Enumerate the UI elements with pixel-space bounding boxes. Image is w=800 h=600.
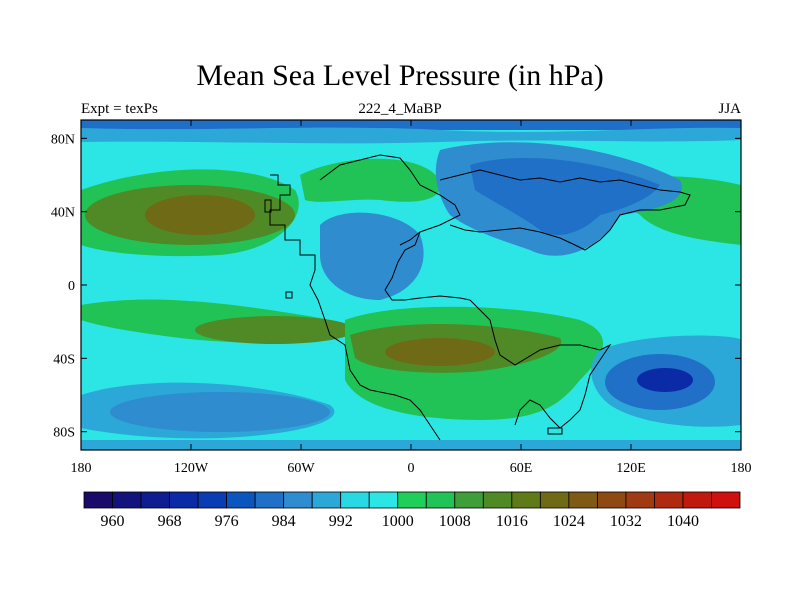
colorbar-swatch [454, 491, 484, 509]
south-indian-high-core [385, 338, 495, 366]
colorbar-swatch [112, 491, 142, 509]
colorbar-swatch [654, 491, 684, 509]
colorbar-swatch [283, 491, 313, 509]
africa-australia-coastline [469, 299, 612, 429]
x-tick-label: 180 [71, 461, 92, 476]
y-tick-label: 80S [53, 426, 75, 441]
plot-title: Mean Sea Level Pressure (in hPa) [196, 59, 604, 92]
colorbar-label: 1016 [496, 513, 528, 530]
colorbar-label: 992 [329, 513, 353, 530]
colorbar-label: 1040 [667, 513, 699, 530]
colorbar-swatch [511, 491, 541, 509]
x-tick-label: 180 [731, 461, 752, 476]
colorbar-swatch [340, 491, 370, 509]
colorbar-label: 1000 [382, 513, 414, 530]
y-tick-label: 40S [53, 352, 75, 367]
island-outline [285, 291, 293, 299]
island-outline [547, 427, 563, 435]
season-label: JJA [718, 101, 741, 117]
x-tick-label: 60W [287, 461, 315, 476]
north-subpolar-band [81, 127, 741, 144]
colorbar: 960 968 976 984 992 1000 1008 1016 1024 1032 1040 [83, 491, 741, 530]
south-pacific-subpolar-low [110, 392, 330, 432]
colorbar-swatch [83, 491, 113, 509]
colorbar-swatch [368, 491, 399, 509]
pressure-field [81, 120, 741, 450]
colorbar-swatch [711, 491, 741, 509]
colorbar-label: 960 [101, 513, 125, 530]
island-outline [264, 199, 272, 213]
colorbar-swatch [625, 491, 655, 509]
colorbar-label: 968 [158, 513, 182, 530]
experiment-label: Expt = texPs [81, 101, 158, 117]
x-tick-label: 60E [510, 461, 533, 476]
y-tick-label: 0 [68, 279, 75, 294]
north-atlantic-high [300, 158, 441, 202]
colorbar-swatch [311, 491, 342, 509]
colorbar-label: 1032 [610, 513, 642, 530]
y-tick-label: 80N [51, 132, 75, 147]
asian-low-core [470, 157, 660, 235]
colorbar-swatch [596, 491, 627, 509]
colorbar-label: 1008 [439, 513, 471, 530]
x-tick-label: 120W [174, 461, 209, 476]
colorbar-label: 1024 [553, 513, 585, 530]
colorbar-swatch [140, 491, 170, 509]
colorbar-label: 984 [272, 513, 296, 530]
eurasia-coastline [439, 169, 691, 251]
y-axis: 80N 40N 0 40S 80S [51, 132, 741, 441]
x-tick-label: 0 [408, 461, 415, 476]
southern-ocean-low-core [637, 368, 693, 392]
x-tick-label: 120E [616, 461, 646, 476]
coastlines [264, 154, 691, 441]
mediterranean-coastline [384, 231, 471, 301]
north-american-low [320, 212, 424, 300]
colorbar-swatch [425, 491, 456, 509]
colorbar-swatch [169, 491, 199, 509]
americas-coastline [269, 174, 441, 441]
run-label: 222_4_MaBP [358, 101, 442, 117]
north-pacific-high-core [145, 195, 255, 235]
colorbar-swatch [482, 491, 513, 509]
colorbar-swatch [568, 491, 598, 509]
colorbar-swatch [397, 491, 427, 509]
y-tick-label: 40N [51, 206, 75, 221]
colorbar-swatch [682, 491, 712, 509]
colorbar-swatch [197, 491, 228, 509]
south-pacific-high [195, 316, 355, 344]
colorbar-swatch [254, 491, 285, 509]
colorbar-label: 976 [215, 513, 239, 530]
x-axis: 180 120W 60W 0 60E 120E 180 [71, 120, 752, 476]
colorbar-swatch [226, 491, 256, 509]
colorbar-swatch [539, 491, 570, 509]
